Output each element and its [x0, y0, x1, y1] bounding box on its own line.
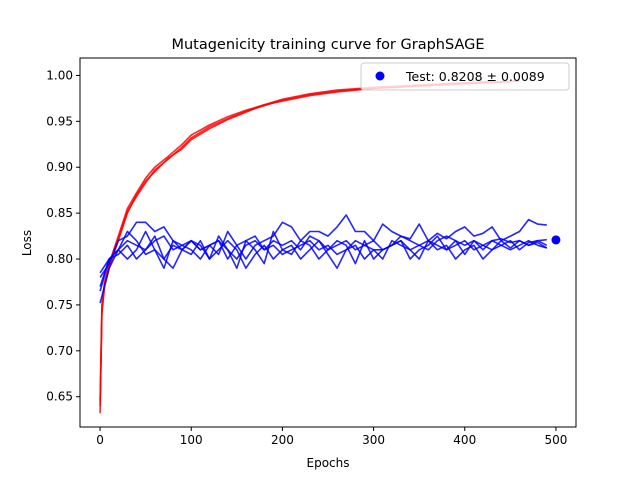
axes-frame	[79, 57, 577, 428]
validation-curve-4	[99, 235, 548, 292]
y-tick-label: 0.75	[46, 298, 73, 312]
x-tick-label: 0	[96, 433, 104, 447]
legend-box	[360, 62, 570, 91]
x-tick-label: 200	[271, 433, 294, 447]
x-tick-label: 400	[453, 433, 476, 447]
x-tick-label: 300	[362, 433, 385, 447]
test-point	[551, 235, 561, 245]
x-axis-label: Epochs	[307, 456, 350, 470]
legend: Test: 0.8208 ± 0.0089	[360, 62, 570, 91]
y-tick-label: 1.00	[46, 68, 73, 82]
x-tick-label: 500	[544, 433, 567, 447]
y-axis-ticks: 0.65 0.70 0.75 0.80 0.85 0.90 0.95 1.00	[46, 68, 80, 404]
legend-label-test: Test: 0.8208 ± 0.0089	[405, 69, 545, 84]
y-tick-label: 0.70	[46, 344, 73, 358]
y-tick-label: 0.95	[46, 114, 73, 128]
legend-marker-test	[375, 71, 385, 81]
y-tick-label: 0.80	[46, 252, 73, 266]
validation-curve-3	[99, 230, 548, 287]
x-axis-ticks: 0 100 200 300 400 500	[96, 427, 567, 447]
chart-title: Mutagenicity training curve for GraphSAG…	[171, 37, 484, 53]
y-axis-label: Loss	[20, 230, 34, 256]
y-tick-label: 0.85	[46, 206, 73, 220]
x-tick-label: 100	[180, 433, 203, 447]
y-tick-label: 0.90	[46, 160, 73, 174]
plot-area	[99, 80, 561, 414]
validation-curve-5	[99, 235, 547, 274]
y-tick-label: 0.65	[46, 390, 73, 404]
